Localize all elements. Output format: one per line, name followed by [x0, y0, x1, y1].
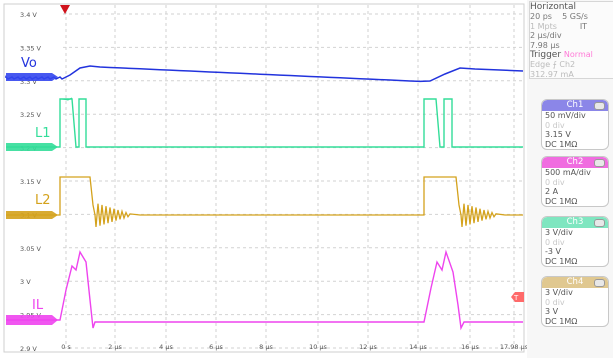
ch2-toggle-icon[interactable]: [594, 159, 605, 167]
y-tick-label: 3.4 V: [20, 11, 37, 19]
trigger-row-2: 312.97 mA: [530, 69, 574, 79]
ch2-offset: 2 A: [545, 187, 559, 196]
x-tick-label: 17.98 µs: [500, 343, 527, 351]
hz-row-3: 2 µs/div: [530, 31, 562, 40]
trigger-position-marker[interactable]: [60, 5, 70, 14]
ch4-offset-marker[interactable]: [6, 211, 58, 219]
ch3-coupling: DC 1MΩ: [545, 256, 578, 266]
ch2-box[interactable]: Ch2 500 mA/div 0 div 2 A DC 1MΩ: [541, 156, 609, 207]
x-tick-label: 0 s: [61, 343, 71, 351]
x-tick-label: 12 µs: [359, 343, 377, 351]
ch1-box[interactable]: Ch1 50 mV/div 0 div 3.15 V DC 1MΩ: [541, 99, 609, 150]
trigger-level-marker[interactable]: T: [511, 292, 524, 302]
ch4-position: 0 div: [545, 297, 565, 307]
ch2-position: 0 div: [545, 177, 565, 187]
ch3-offset-marker[interactable]: [6, 143, 58, 151]
ch3-header: Ch3: [542, 217, 608, 228]
ch1-toggle-icon[interactable]: [594, 102, 605, 110]
trace-label-il: IL: [32, 298, 44, 313]
ch3-offset: -3 V: [545, 247, 561, 256]
trace-label-l1: L1: [35, 126, 51, 141]
waveform-plot[interactable]: 3.4 V3.35 V3.3 V3.25 V3.2 V3.15 V3.1 V3.…: [0, 0, 529, 358]
x-tick-label: 2 µs: [108, 343, 122, 351]
ch2-offset-marker[interactable]: [6, 315, 58, 325]
il-waveform: [6, 249, 523, 331]
ch1-offset-marker[interactable]: [6, 73, 58, 81]
x-tick-label: 14 µs: [409, 343, 427, 351]
l2-waveform: [6, 176, 523, 228]
x-tick-label: 8 µs: [259, 343, 273, 351]
ch1-offset: 3.15 V: [545, 130, 571, 139]
ch3-position: 0 div: [545, 237, 565, 247]
l1-waveform: [6, 98, 523, 148]
horizontal-box[interactable]: Horizontal 20 ps 5 GS/s 1 Mpts IT 2 µs/d…: [529, 1, 613, 79]
y-tick-label: 2.9 V: [20, 345, 37, 353]
x-tick-label: 16 µs: [461, 343, 479, 351]
l1-ringing: [61, 97, 73, 101]
horizontal-title: Horizontal: [530, 2, 576, 12]
x-tick-label: 4 µs: [159, 343, 173, 351]
y-tick-label: 3.15 V: [20, 178, 42, 186]
hz-row-4: 7.98 µs: [530, 40, 560, 50]
ch3-scale: 3 V/div: [545, 228, 573, 237]
x-axis-ticks: 0 s 2 µs 4 µs 6 µs 8 µs 10 µs 12 µs 14 µs 16 µs 1…: [61, 343, 529, 351]
waveforms: [5, 65, 524, 331]
ch1-header: Ch1: [542, 100, 608, 111]
trace-label-l2: L2: [35, 193, 51, 208]
y-tick-label: 3.35 V: [20, 44, 42, 52]
ch1-scale: 50 mV/div: [545, 111, 586, 120]
hz-row-2: 1 Mpts IT: [530, 21, 588, 31]
ch2-coupling: DC 1MΩ: [545, 196, 578, 206]
x-tick-label: 6 µs: [209, 343, 223, 351]
y-tick-label: 3.3 V: [20, 78, 37, 86]
ch2-header: Ch2: [542, 157, 608, 168]
settings-panel: Horizontal 20 ps 5 GS/s 1 Mpts IT 2 µs/d…: [527, 0, 613, 358]
ch4-offset: 3 V: [545, 307, 559, 316]
hz-row-1: 20 ps 5 GS/s: [530, 12, 588, 21]
ch4-coupling: DC 1MΩ: [545, 316, 578, 326]
ch1-position: 0 div: [545, 120, 565, 130]
x-tick-label: 10 µs: [309, 343, 327, 351]
ch3-toggle-icon[interactable]: [594, 219, 605, 227]
svg-text:T: T: [513, 294, 519, 302]
plot-frame: [3, 3, 525, 353]
ch4-scale: 3 V/div: [545, 288, 573, 297]
y-tick-label: 3 V: [20, 278, 31, 286]
y-tick-label: 3.25 V: [20, 111, 42, 119]
trace-label-vo: Vo: [21, 56, 37, 71]
trigger-title: Trigger Normal: [530, 50, 593, 60]
y-tick-label: 3.05 V: [20, 245, 42, 253]
ch4-toggle-icon[interactable]: [594, 279, 605, 287]
ch4-box[interactable]: Ch4 3 V/div 0 div 3 V DC 1MΩ: [541, 276, 609, 327]
ch1-coupling: DC 1MΩ: [545, 139, 578, 149]
ch2-scale: 500 mA/div: [545, 168, 591, 177]
ch4-header: Ch4: [542, 277, 608, 288]
trigger-row-1: Edge ⨍ Ch2: [530, 60, 576, 69]
ch3-box[interactable]: Ch3 3 V/div 0 div -3 V DC 1MΩ: [541, 216, 609, 267]
